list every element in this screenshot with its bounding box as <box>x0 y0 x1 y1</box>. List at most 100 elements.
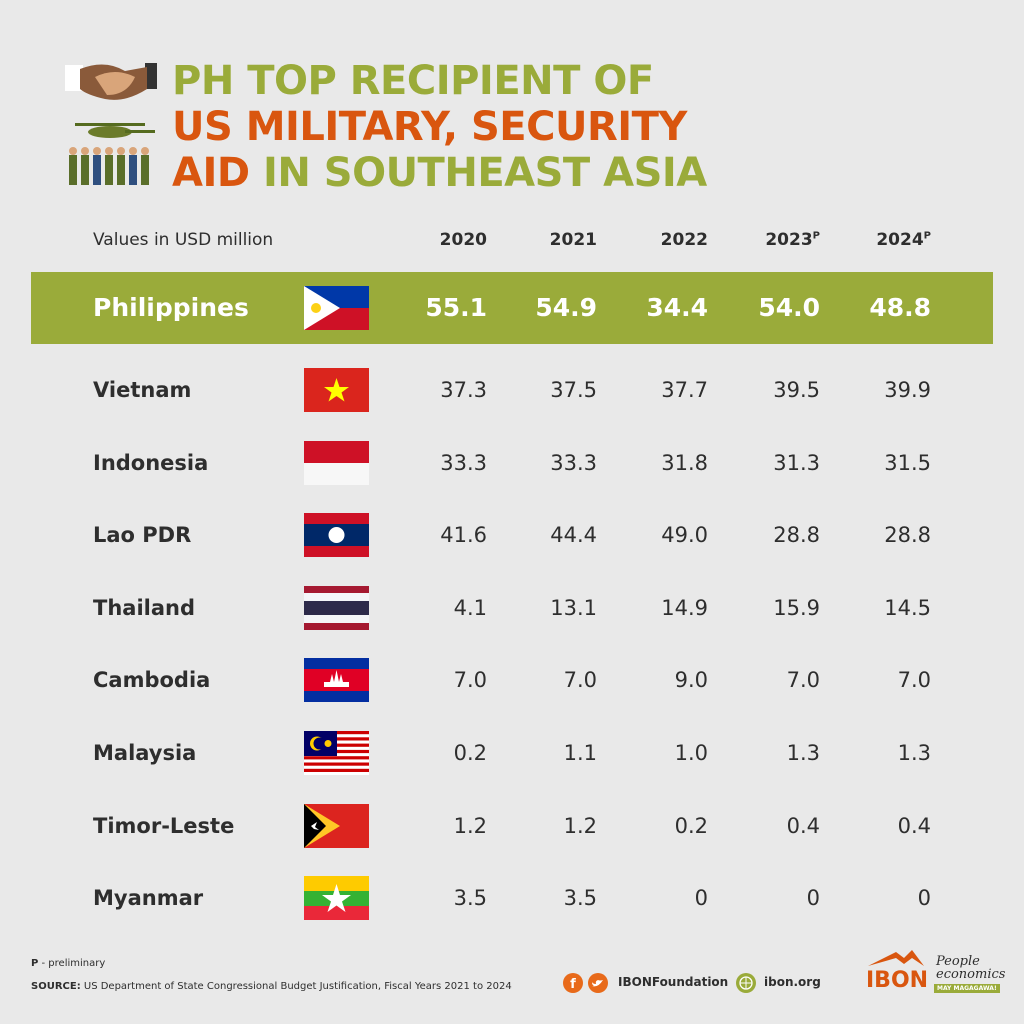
value-cell: 0.4 <box>897 813 931 838</box>
title-part: AID <box>172 150 250 196</box>
column-header: 2024P <box>831 230 931 250</box>
value-cell: 14.5 <box>884 595 931 620</box>
value-cell: 9.0 <box>674 668 708 693</box>
value-cell: 13.1 <box>550 595 597 620</box>
social-handle: IBONFoundation <box>618 975 729 989</box>
value-cell: 54.0 <box>758 293 820 322</box>
value-cell: 3.5 <box>563 886 597 911</box>
value-cell: 0.2 <box>453 741 487 765</box>
country-name: Vietnam <box>93 378 192 402</box>
brand: IBON <box>866 968 929 993</box>
value-cell: 55.1 <box>425 293 487 322</box>
flag <box>304 731 369 775</box>
value-cell: 0.4 <box>786 813 820 838</box>
source-text: US Department of State Congressional Bud… <box>80 981 512 992</box>
country-name: Philippines <box>93 293 249 322</box>
value-cell: 39.5 <box>773 378 820 402</box>
value-cell: 1.3 <box>897 741 931 765</box>
value-cell: 7.0 <box>786 668 820 693</box>
note-key: P <box>31 958 39 969</box>
value-cell: 49.0 <box>661 523 708 548</box>
value-cell: 1.0 <box>674 741 708 765</box>
value-cell: 0 <box>806 886 820 911</box>
value-cell: 0 <box>694 886 708 911</box>
source-label: SOURCE: <box>31 981 81 992</box>
flag <box>304 368 369 412</box>
website: ibon.org <box>764 975 821 989</box>
column-header: 2020 <box>387 230 487 250</box>
value-cell: 54.9 <box>535 293 597 322</box>
tagline: People economics <box>936 954 1006 982</box>
flag <box>304 658 369 703</box>
column-mark: P <box>923 230 931 242</box>
svg-text:f: f <box>570 977 576 992</box>
flag <box>304 876 369 921</box>
value-cell: 7.0 <box>897 668 931 693</box>
value-cell: 37.7 <box>661 378 708 402</box>
title-line: AID IN SOUTHEAST ASIA <box>172 150 707 196</box>
value-cell: 33.3 <box>440 450 487 475</box>
flag <box>304 585 369 630</box>
value-cell: 1.1 <box>563 741 597 765</box>
title-line: PH TOP RECIPIENT OF <box>172 58 707 104</box>
social-icons: f <box>563 973 608 993</box>
value-cell: 1.3 <box>786 741 820 765</box>
column-year: 2020 <box>439 230 487 250</box>
value-cell: 37.5 <box>550 378 597 402</box>
value-cell: 1.2 <box>453 813 487 838</box>
column-mark: P <box>812 230 820 242</box>
header-icons <box>65 63 157 185</box>
column-header: 2023P <box>720 230 820 250</box>
value-cell: 37.3 <box>440 378 487 402</box>
country-name: Indonesia <box>93 450 209 475</box>
value-cell: 39.9 <box>884 378 931 402</box>
value-cell: 4.1 <box>453 595 487 620</box>
value-cell: 31.3 <box>773 450 820 475</box>
highlight-band <box>31 272 993 344</box>
value-cell: 7.0 <box>453 668 487 693</box>
value-cell: 1.2 <box>563 813 597 838</box>
source: SOURCE: US Department of State Congressi… <box>31 981 512 992</box>
value-cell: 15.9 <box>773 595 820 620</box>
brand-roof <box>868 950 924 966</box>
value-cell: 3.5 <box>453 886 487 911</box>
country-name: Myanmar <box>93 886 204 911</box>
value-cell: 48.8 <box>869 293 931 322</box>
country-name: Timor-Leste <box>93 813 235 838</box>
value-cell: 28.8 <box>884 523 931 548</box>
country-name: Malaysia <box>93 741 197 765</box>
column-year: 2023 <box>765 230 813 250</box>
value-cell: 41.6 <box>440 523 487 548</box>
note-text: - preliminary <box>38 958 106 969</box>
value-cell: 0.2 <box>674 813 708 838</box>
column-header: 2021 <box>497 230 597 250</box>
title-part: IN SOUTHEAST ASIA <box>249 150 707 196</box>
flag <box>304 513 369 558</box>
value-cell: 31.8 <box>661 450 708 475</box>
country-name: Lao PDR <box>93 523 192 548</box>
title-line: US MILITARY, SECURITY <box>172 104 707 150</box>
value-cell: 31.5 <box>884 450 931 475</box>
column-year: 2024 <box>876 230 924 250</box>
country-name: Cambodia <box>93 668 211 693</box>
slogan: MAY MAGAGAWA! <box>934 984 1000 993</box>
globe-icon <box>736 973 756 993</box>
flag <box>304 286 369 330</box>
column-year: 2021 <box>549 230 597 250</box>
country-name: Thailand <box>93 595 195 620</box>
value-cell: 33.3 <box>550 450 597 475</box>
column-header: 2022 <box>608 230 708 250</box>
column-year: 2022 <box>660 230 708 250</box>
value-cell: 0 <box>917 886 931 911</box>
title-part: PH TOP RECIPIENT OF <box>172 58 654 104</box>
value-cell: 28.8 <box>773 523 820 548</box>
value-cell: 7.0 <box>563 668 597 693</box>
value-cell: 34.4 <box>646 293 708 322</box>
value-cell: 44.4 <box>550 523 597 548</box>
value-cell: 14.9 <box>661 595 708 620</box>
flag <box>304 803 369 848</box>
note: P - preliminary <box>31 958 105 969</box>
title-part: US MILITARY, SECURITY <box>172 104 687 150</box>
title: PH TOP RECIPIENT OF US MILITARY, SECURITY… <box>172 58 707 196</box>
